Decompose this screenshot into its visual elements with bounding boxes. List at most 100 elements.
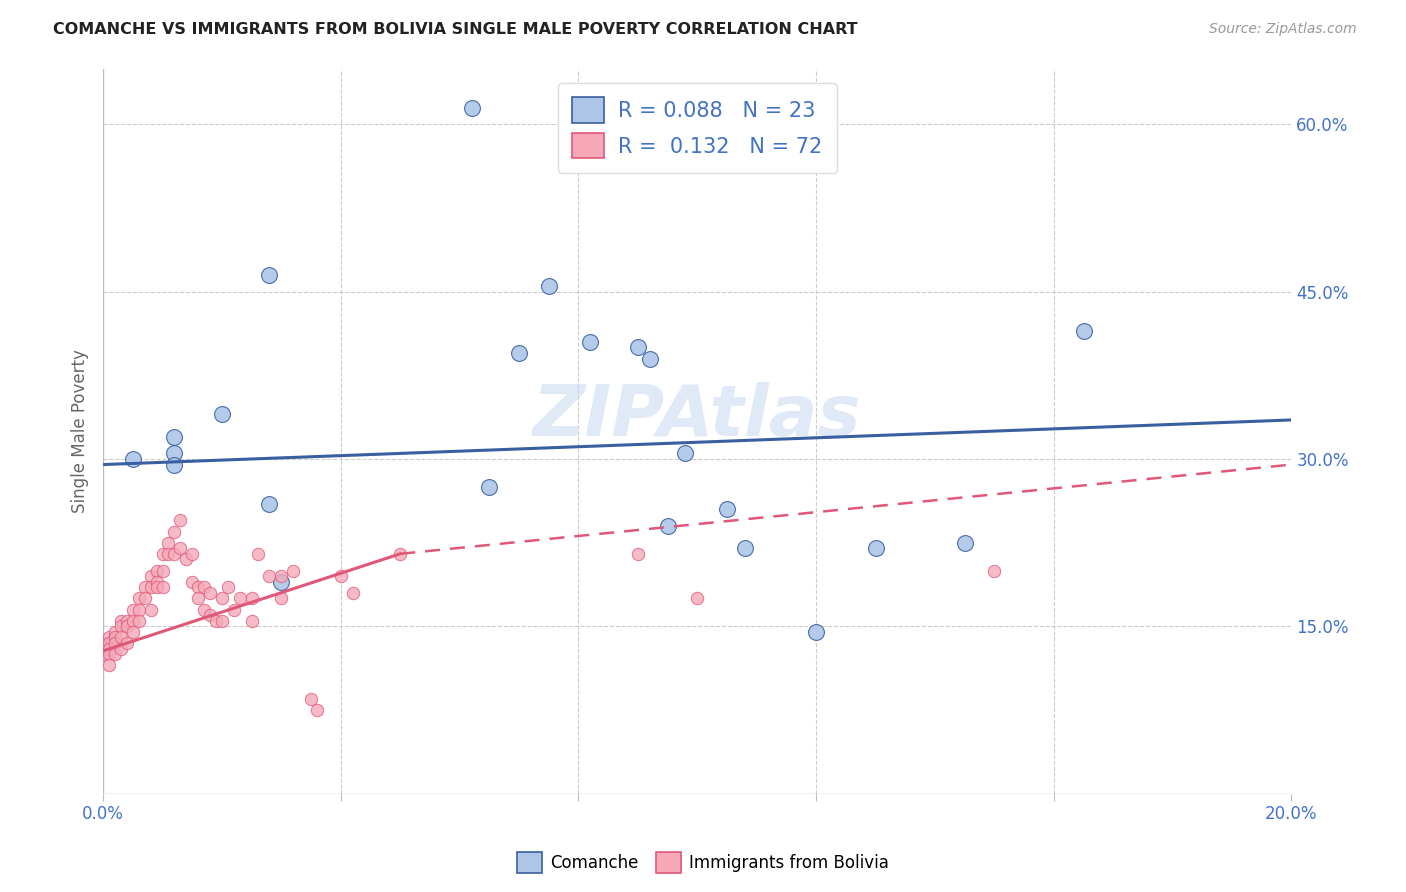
Point bbox=[673, 446, 696, 460]
Point bbox=[152, 547, 174, 561]
Point bbox=[98, 641, 121, 656]
Point bbox=[270, 569, 292, 583]
Point bbox=[627, 547, 650, 561]
Point bbox=[121, 602, 143, 616]
Point bbox=[246, 547, 269, 561]
Point bbox=[240, 614, 263, 628]
Point bbox=[198, 586, 221, 600]
Point bbox=[91, 636, 114, 650]
Point bbox=[163, 524, 186, 539]
Point bbox=[152, 580, 174, 594]
Point bbox=[193, 602, 215, 616]
Point bbox=[259, 268, 281, 282]
Point bbox=[716, 502, 738, 516]
Point bbox=[865, 541, 887, 556]
Point bbox=[686, 591, 709, 606]
Point bbox=[211, 408, 233, 422]
Point bbox=[134, 591, 156, 606]
Text: COMANCHE VS IMMIGRANTS FROM BOLIVIA SINGLE MALE POVERTY CORRELATION CHART: COMANCHE VS IMMIGRANTS FROM BOLIVIA SING… bbox=[53, 22, 858, 37]
Point bbox=[110, 614, 132, 628]
Point bbox=[270, 591, 292, 606]
Point bbox=[98, 658, 121, 673]
Point bbox=[152, 564, 174, 578]
Point bbox=[259, 569, 281, 583]
Point bbox=[157, 535, 180, 549]
Point bbox=[98, 647, 121, 661]
Point bbox=[91, 641, 114, 656]
Y-axis label: Single Male Poverty: Single Male Poverty bbox=[72, 349, 89, 513]
Point bbox=[110, 619, 132, 633]
Point bbox=[139, 569, 162, 583]
Point bbox=[305, 703, 328, 717]
Legend: R = 0.088   N = 23, R =  0.132   N = 72: R = 0.088 N = 23, R = 0.132 N = 72 bbox=[558, 83, 837, 173]
Point bbox=[953, 535, 976, 549]
Point bbox=[169, 513, 191, 527]
Point bbox=[537, 279, 560, 293]
Point bbox=[508, 346, 530, 360]
Point bbox=[163, 547, 186, 561]
Point bbox=[657, 519, 679, 533]
Point bbox=[187, 580, 209, 594]
Point bbox=[115, 614, 138, 628]
Point bbox=[169, 541, 191, 556]
Point bbox=[983, 564, 1005, 578]
Point bbox=[104, 636, 127, 650]
Point bbox=[145, 580, 167, 594]
Point bbox=[145, 574, 167, 589]
Point bbox=[128, 614, 150, 628]
Point bbox=[389, 547, 412, 561]
Point bbox=[193, 580, 215, 594]
Point bbox=[198, 608, 221, 623]
Point bbox=[240, 591, 263, 606]
Point bbox=[259, 497, 281, 511]
Point bbox=[211, 614, 233, 628]
Point bbox=[460, 101, 482, 115]
Point bbox=[181, 574, 204, 589]
Point bbox=[104, 631, 127, 645]
Point bbox=[638, 351, 661, 366]
Point bbox=[329, 569, 352, 583]
Point bbox=[229, 591, 252, 606]
Legend: Comanche, Immigrants from Bolivia: Comanche, Immigrants from Bolivia bbox=[510, 846, 896, 880]
Point bbox=[110, 631, 132, 645]
Point bbox=[145, 564, 167, 578]
Point bbox=[734, 541, 756, 556]
Point bbox=[176, 552, 198, 566]
Point bbox=[217, 580, 239, 594]
Point bbox=[134, 580, 156, 594]
Point bbox=[163, 430, 186, 444]
Point bbox=[121, 624, 143, 639]
Point bbox=[181, 547, 204, 561]
Point bbox=[205, 614, 228, 628]
Point bbox=[121, 614, 143, 628]
Point bbox=[115, 636, 138, 650]
Point bbox=[283, 564, 305, 578]
Point bbox=[579, 334, 602, 349]
Point bbox=[627, 340, 650, 354]
Point bbox=[98, 636, 121, 650]
Point bbox=[91, 647, 114, 661]
Text: ZIPAtlas: ZIPAtlas bbox=[533, 382, 862, 451]
Text: Source: ZipAtlas.com: Source: ZipAtlas.com bbox=[1209, 22, 1357, 37]
Point bbox=[121, 452, 143, 467]
Point bbox=[104, 647, 127, 661]
Point bbox=[222, 602, 245, 616]
Point bbox=[270, 574, 292, 589]
Point bbox=[163, 458, 186, 472]
Point bbox=[128, 602, 150, 616]
Point bbox=[211, 591, 233, 606]
Point bbox=[1073, 324, 1095, 338]
Point bbox=[163, 446, 186, 460]
Point bbox=[299, 691, 322, 706]
Point bbox=[139, 602, 162, 616]
Point bbox=[98, 631, 121, 645]
Point bbox=[128, 591, 150, 606]
Point bbox=[115, 619, 138, 633]
Point bbox=[104, 624, 127, 639]
Point bbox=[342, 586, 364, 600]
Point bbox=[804, 624, 827, 639]
Point bbox=[139, 580, 162, 594]
Point bbox=[478, 480, 501, 494]
Point bbox=[110, 641, 132, 656]
Point bbox=[187, 591, 209, 606]
